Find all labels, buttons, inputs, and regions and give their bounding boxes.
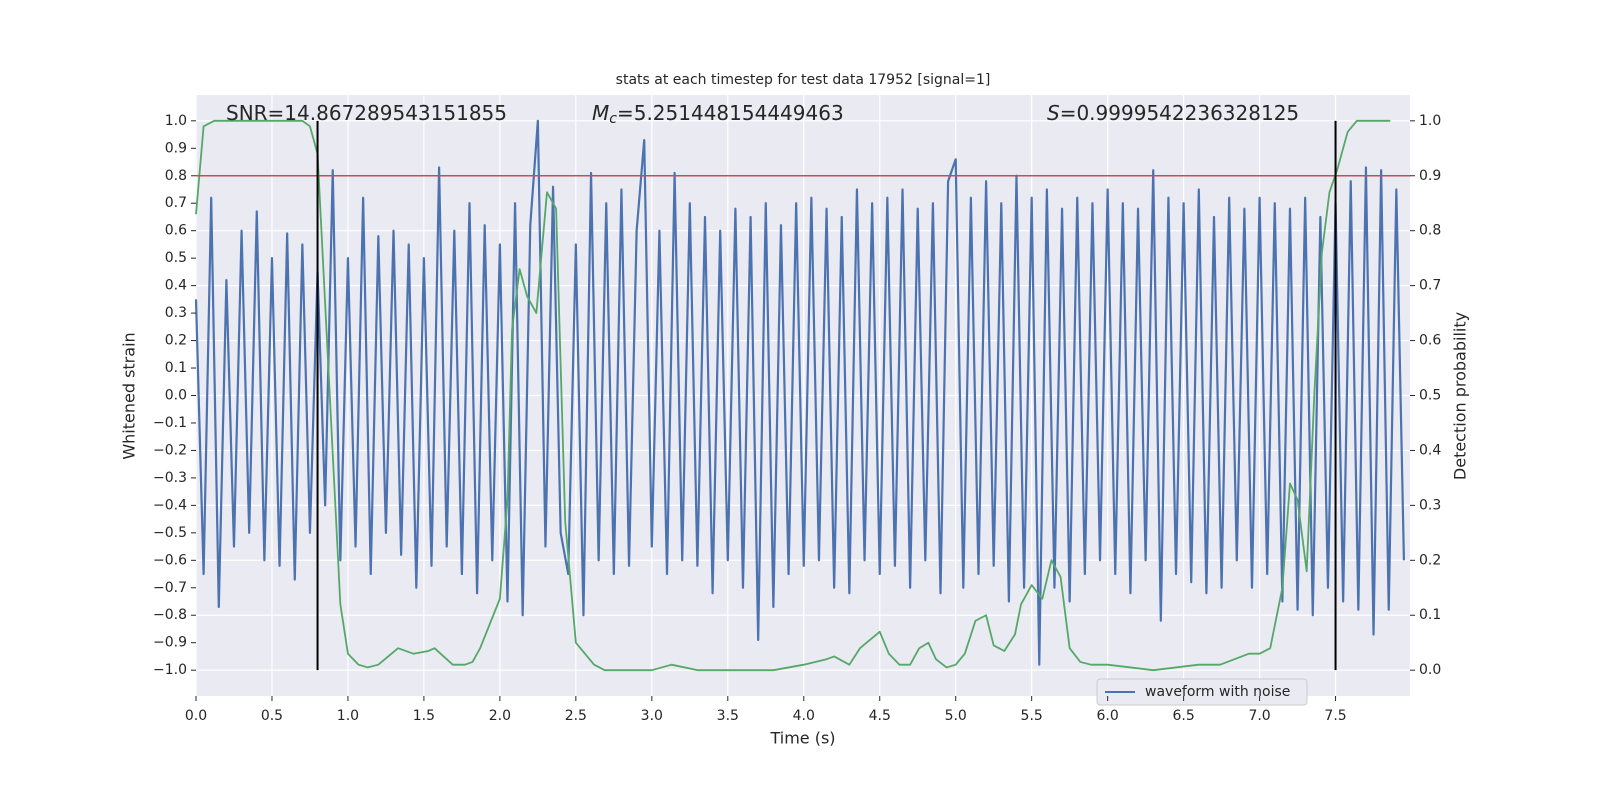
x-tick-label: 4.5 (869, 708, 891, 724)
series-line (195, 119, 1391, 672)
y-tick-label: 0.8 (165, 168, 187, 184)
y-tick-label: −0.3 (153, 470, 187, 486)
y-tick-label: 0.6 (165, 223, 187, 239)
y-tick-label: 1.0 (165, 113, 187, 129)
x-tick-label: 5.5 (1021, 708, 1043, 724)
y-tick-label: −0.6 (153, 552, 187, 568)
y-tick-label: 0.3 (165, 305, 187, 321)
x-tick-label: 0.0 (185, 708, 207, 724)
x-tick-label: 3.0 (641, 708, 663, 724)
y-tick-label: 0.4 (165, 278, 187, 294)
y-tick-label: −0.7 (153, 580, 187, 596)
annotation-subscript: c (609, 111, 617, 127)
legend: waveform with noise (1096, 678, 1308, 706)
annotation-symbol: M (592, 101, 609, 125)
annotation-text: SNR=14.867289543151855 (226, 101, 507, 125)
y2-tick-label: 0.1 (1419, 607, 1441, 623)
annotation: Mc=5.251448154449463 (592, 101, 844, 128)
y-tick-label: −0.8 (153, 607, 187, 623)
y-tick-label: −0.2 (153, 442, 187, 458)
annotation: S=0.9999542236328125 (1047, 101, 1299, 125)
x-tick-label: 3.5 (717, 708, 739, 724)
annotation-text: =0.9999542236328125 (1060, 101, 1299, 125)
x-tick-label: 0.5 (261, 708, 283, 724)
annotation: SNR=14.867289543151855 (226, 101, 507, 125)
x-tick-label: 1.5 (413, 708, 435, 724)
x-tick-label: 7.0 (1248, 708, 1270, 724)
x-tick-label: 5.0 (945, 708, 967, 724)
x-tick-label: 7.5 (1324, 708, 1346, 724)
y2-tick-label: 0.7 (1419, 278, 1441, 294)
y2-tick-label: 0.6 (1419, 333, 1441, 349)
legend-box (1096, 678, 1308, 706)
y-tick-label: −0.5 (153, 525, 187, 541)
y-tick-label: 0.2 (165, 333, 187, 349)
series-line (194, 119, 1406, 666)
annotation-symbol: S (1047, 101, 1060, 125)
x-tick-label: 6.5 (1172, 708, 1194, 724)
x-tick-label: 4.0 (793, 708, 815, 724)
y2-tick-label: 0.8 (1419, 223, 1441, 239)
y2-tick-label: 0.9 (1419, 168, 1441, 184)
y2-tick-label: 0.5 (1419, 388, 1441, 404)
annotation-text: =5.251448154449463 (617, 101, 844, 125)
y-tick-label: 0.7 (165, 195, 187, 211)
y2-axis-label: Detection probability (1451, 312, 1470, 480)
y-tick-label: 0.9 (165, 140, 187, 156)
chart-title: stats at each timestep for test data 179… (616, 72, 991, 88)
y-tick-label: 0.0 (165, 388, 187, 404)
y-axis-label: Whitened strain (120, 332, 139, 459)
y-tick-label: −0.4 (153, 497, 187, 513)
x-tick-label: 2.0 (489, 708, 511, 724)
y-tick-label: 0.1 (165, 360, 187, 376)
y-tick-label: −1.0 (153, 662, 187, 678)
y2-tick-label: 0.2 (1419, 552, 1441, 568)
y-tick-label: 0.5 (165, 250, 187, 266)
y2-tick-label: 0.3 (1419, 497, 1441, 513)
x-tick-label: 1.0 (337, 708, 359, 724)
y2-tick-label: 1.0 (1419, 113, 1441, 129)
marks (194, 119, 1410, 672)
x-axis-label: Time (s) (769, 729, 835, 748)
y-tick-label: −0.9 (153, 635, 187, 651)
y-tick-label: −0.1 (153, 415, 187, 431)
x-tick-label: 2.5 (565, 708, 587, 724)
legend-label: waveform with noise (1145, 684, 1290, 700)
y2-tick-label: 0.4 (1419, 442, 1441, 458)
y2-tick-label: 0.0 (1419, 662, 1441, 678)
x-tick-label: 6.0 (1097, 708, 1119, 724)
